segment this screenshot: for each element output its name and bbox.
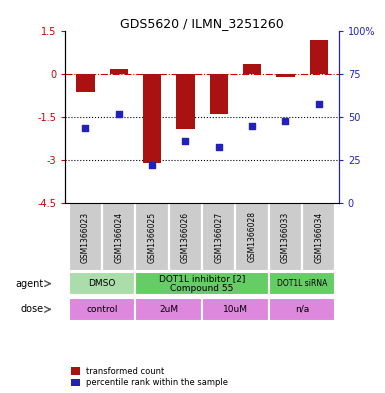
Text: 10uM: 10uM [223, 305, 248, 314]
Bar [69, 272, 136, 295]
Text: GSM1366024: GSM1366024 [114, 211, 123, 263]
Text: GSM1366026: GSM1366026 [181, 211, 190, 263]
Bar [269, 272, 335, 295]
Bar [269, 203, 302, 271]
Bar [236, 203, 269, 271]
Bar [110, 69, 128, 74]
Point [182, 138, 189, 145]
Point [216, 143, 222, 150]
Bar [136, 272, 269, 295]
Bar [143, 74, 161, 163]
Text: DOT1L inhibitor [2]
Compound 55: DOT1L inhibitor [2] Compound 55 [159, 274, 245, 293]
Text: n/a: n/a [295, 305, 309, 314]
Point [116, 111, 122, 117]
Bar [202, 203, 236, 271]
Text: GSM1366027: GSM1366027 [214, 211, 223, 263]
Bar [310, 40, 328, 74]
Bar [176, 74, 195, 129]
Bar [102, 203, 136, 271]
Text: control: control [86, 305, 118, 314]
Bar [202, 298, 269, 321]
Text: 2uM: 2uM [159, 305, 178, 314]
Text: DOT1L siRNA: DOT1L siRNA [277, 279, 327, 288]
Text: GSM1366033: GSM1366033 [281, 211, 290, 263]
Point [316, 101, 322, 107]
Point [249, 123, 255, 129]
Text: dose: dose [20, 304, 44, 314]
Bar [269, 298, 335, 321]
Bar [243, 64, 261, 74]
Legend: transformed count, percentile rank within the sample: transformed count, percentile rank withi… [70, 365, 230, 389]
Bar [209, 74, 228, 114]
Point [282, 118, 288, 124]
Text: GSM1366034: GSM1366034 [314, 211, 323, 263]
Bar [136, 298, 202, 321]
Text: GSM1366025: GSM1366025 [147, 211, 157, 263]
Text: GSM1366023: GSM1366023 [81, 211, 90, 263]
Point [82, 125, 89, 131]
Title: GDS5620 / ILMN_3251260: GDS5620 / ILMN_3251260 [120, 17, 284, 30]
Point [149, 162, 155, 169]
Bar [69, 203, 102, 271]
Text: DMSO: DMSO [89, 279, 116, 288]
Bar [276, 74, 295, 77]
Bar [76, 74, 95, 92]
Text: GSM1366028: GSM1366028 [248, 211, 257, 263]
Bar [302, 203, 335, 271]
Bar [169, 203, 202, 271]
Bar [136, 203, 169, 271]
Text: agent: agent [15, 279, 44, 288]
Bar [69, 298, 136, 321]
